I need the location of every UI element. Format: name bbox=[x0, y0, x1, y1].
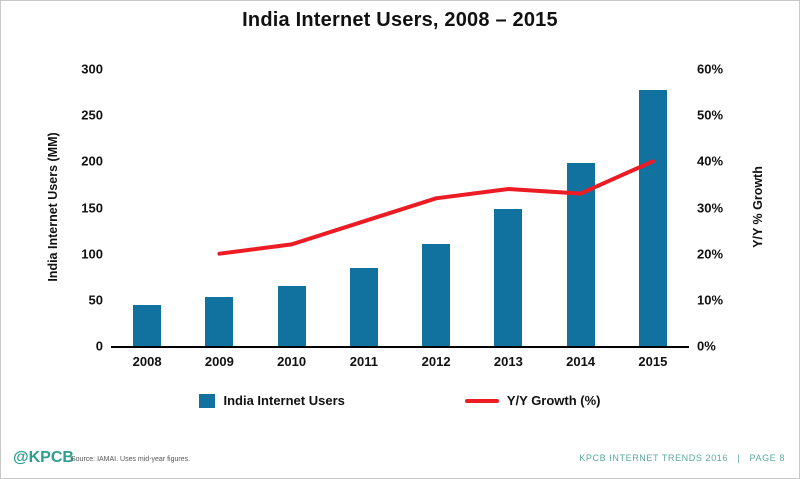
bar-2013 bbox=[494, 209, 523, 346]
footer-page-label: KPCB INTERNET TRENDS 2016 | PAGE 8 bbox=[579, 453, 785, 463]
right-axis-tick-40%: 40% bbox=[697, 153, 724, 169]
right-axis-title: Y/Y % Growth bbox=[751, 166, 765, 248]
bar-2014 bbox=[566, 163, 595, 346]
right-axis-tick-10%: 10% bbox=[697, 292, 724, 308]
left-axis-tick-50: 50 bbox=[88, 292, 103, 308]
bar-2015 bbox=[638, 90, 667, 346]
x-tick-2009: 2009 bbox=[204, 354, 234, 369]
bar-2011 bbox=[349, 268, 378, 346]
right-axis-tick-50%: 50% bbox=[697, 107, 724, 123]
line-series-label: Y/Y Growth (%) bbox=[506, 393, 601, 408]
bar-2008 bbox=[133, 304, 162, 346]
x-tick-2013: 2013 bbox=[493, 354, 523, 369]
bar-2009 bbox=[205, 297, 234, 346]
bar-series-label: India Internet Users bbox=[223, 393, 345, 408]
x-tick-2012: 2012 bbox=[421, 354, 451, 369]
right-axis-tick-30%: 30% bbox=[697, 200, 724, 215]
left-axis-tick-100: 100 bbox=[81, 246, 103, 262]
right-axis-tick-20%: 20% bbox=[697, 246, 724, 262]
line-series-swatch bbox=[464, 398, 499, 403]
left-axis-tick-250: 250 bbox=[81, 107, 103, 123]
left-axis-tick-0: 0 bbox=[95, 338, 103, 354]
right-axis-tick-0%: 0% bbox=[697, 338, 716, 354]
kpcb-logo: @KPCB bbox=[13, 449, 74, 466]
x-tick-2010: 2010 bbox=[277, 354, 307, 369]
bar-2010 bbox=[277, 286, 306, 346]
right-axis-tick-60%: 60% bbox=[697, 61, 724, 77]
bar-2012 bbox=[422, 243, 451, 346]
left-axis-tick-150: 150 bbox=[81, 200, 103, 215]
x-tick-2014: 2014 bbox=[566, 354, 596, 369]
legend-item-bars: India Internet Users bbox=[199, 393, 345, 408]
chart-title: India Internet Users, 2008 – 2015 bbox=[242, 9, 558, 31]
source-note: Source: IAMAI. Uses mid-year figures. bbox=[71, 456, 191, 463]
left-axis-tick-300: 300 bbox=[81, 61, 103, 77]
growth-line bbox=[217, 159, 655, 256]
legend-item-line: Y/Y Growth (%) bbox=[464, 393, 601, 408]
bar-series-swatch bbox=[199, 393, 216, 408]
right-axis-ticks: 60% 50% 40% 30% 20% 10% 0% bbox=[697, 62, 743, 354]
x-tick-2015: 2015 bbox=[638, 354, 668, 369]
left-axis-title: India Internet Users (MM) bbox=[46, 132, 60, 282]
x-tick-2008: 2008 bbox=[132, 354, 162, 369]
left-axis-tick-200: 200 bbox=[81, 153, 103, 169]
x-tick-2011: 2011 bbox=[349, 354, 378, 369]
plot-area bbox=[111, 69, 689, 348]
legend: India Internet Users Y/Y Growth (%) bbox=[1, 393, 799, 408]
left-axis-ticks: 300 250 200 150 100 50 0 bbox=[59, 62, 103, 354]
x-axis-labels: 2008 2009 2010 2011 2012 2013 2014 2015 bbox=[111, 354, 689, 372]
